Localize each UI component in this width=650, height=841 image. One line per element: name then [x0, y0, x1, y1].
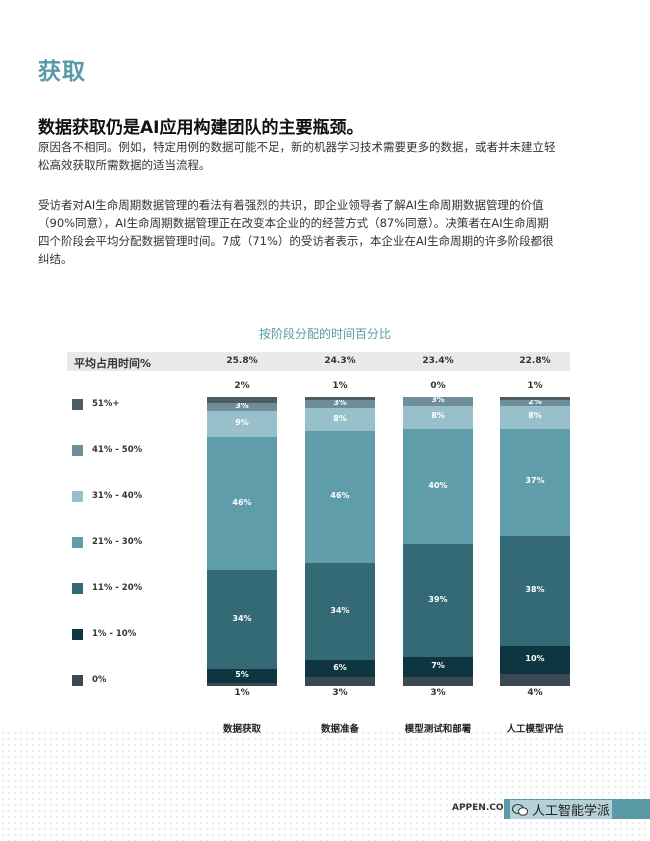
bar-value-label: 2% — [234, 381, 250, 391]
bar-segment — [305, 397, 375, 400]
bar-value-label: 1% — [332, 381, 348, 391]
legend-label: 51%+ — [92, 399, 120, 409]
bar-segment — [500, 405, 570, 429]
bar-value-label: 46% — [330, 491, 350, 501]
section-title: 获取 — [38, 59, 86, 85]
bar-segment — [403, 677, 473, 686]
bar-segment — [500, 535, 570, 646]
bar-value-label: 34% — [232, 613, 252, 623]
legend-swatch — [72, 491, 83, 502]
category-label: 人工模型评估 — [485, 721, 585, 735]
footer-url[interactable]: APPEN.COM — [452, 803, 513, 813]
bar-segment — [500, 674, 570, 686]
bar-value-label: 3% — [333, 398, 347, 408]
bar-value-label: 0% — [430, 381, 446, 391]
bar-segment — [207, 668, 277, 684]
legend-swatch — [72, 675, 83, 686]
bar-value-label: 9% — [235, 418, 249, 428]
bar-segment — [500, 397, 570, 400]
legend-label: 0% — [92, 675, 107, 685]
legend-swatch — [72, 583, 83, 594]
bar-value-label: 3% — [430, 688, 446, 698]
legend-swatch — [72, 629, 83, 640]
bar-value-label: 8% — [333, 413, 347, 423]
bar-value-label: 3% — [235, 401, 249, 411]
legend-label: 11% - 20% — [92, 583, 143, 593]
bar-value-label: 1% — [527, 381, 543, 391]
bar-segment — [305, 677, 375, 686]
legend-swatch — [72, 445, 83, 456]
bar-value-label: 2% — [528, 396, 542, 406]
wechat-icon — [512, 804, 528, 816]
bar-value-label: 3% — [332, 688, 348, 698]
category-total: 25.8% — [226, 356, 258, 366]
bar-segment — [207, 411, 277, 438]
bar-segment — [403, 397, 473, 406]
bar-segment — [207, 570, 277, 669]
bar-value-label: 39% — [428, 594, 448, 604]
category-label: 数据获取 — [192, 721, 292, 735]
bar-value-label: 6% — [333, 662, 347, 672]
wechat-watermark: 人工智能学派 — [510, 800, 613, 819]
legend-swatch — [72, 537, 83, 548]
bar-value-label: 4% — [527, 688, 543, 698]
category-total: 24.3% — [324, 356, 356, 366]
bar-segment — [500, 399, 570, 406]
bar-segment — [403, 544, 473, 658]
bar-segment — [500, 645, 570, 675]
paragraph-1: 原因各不相同。例如，特定用例的数据可能不足，新的机器学习技术需要更多的数据，或者… — [38, 140, 556, 172]
bar-value-label: 34% — [330, 605, 350, 615]
category-label: 模型测试和部署 — [388, 721, 488, 735]
legend-label: 31% - 40% — [92, 491, 143, 501]
bar-segment — [500, 428, 570, 536]
wechat-name: 人工智能学派 — [532, 804, 611, 819]
chart-title: 按阶段分配的时间百分比 — [258, 327, 391, 341]
dotted-pattern — [0, 730, 650, 841]
bar-segment — [305, 408, 375, 432]
bar-value-label: 10% — [525, 653, 545, 663]
legend-label: 21% - 30% — [92, 537, 143, 547]
bar-segment — [403, 428, 473, 545]
chart-header-band — [67, 352, 570, 371]
bar-value-label: 8% — [431, 411, 445, 421]
category-total: 22.8% — [519, 356, 551, 366]
bar-segment — [207, 402, 277, 412]
legend-swatch — [72, 399, 83, 410]
paragraph-2: 受访者对AI生命周期数据管理的看法有着强烈的共识，即企业领导者了解AI生命周期数… — [38, 198, 554, 266]
bar-value-label: 3% — [431, 395, 445, 405]
legend-label: 1% - 10% — [92, 629, 137, 639]
bar-value-label: 38% — [525, 584, 545, 594]
category-label: 数据准备 — [290, 721, 390, 735]
bar-segment — [305, 562, 375, 661]
bar-segment — [403, 657, 473, 678]
bar-value-label: 1% — [234, 688, 250, 698]
bar-value-label: 5% — [235, 669, 249, 679]
bar-segment — [305, 399, 375, 409]
bar-segment — [305, 660, 375, 678]
headline: 数据获取仍是AI应用构建团队的主要瓶颈。 — [38, 118, 364, 138]
bar-value-label: 46% — [232, 497, 252, 507]
bar-value-label: 8% — [528, 411, 542, 421]
bar-value-label: 7% — [431, 661, 445, 671]
row-header-label: 平均占用时间% — [74, 357, 152, 370]
category-total: 23.4% — [422, 356, 454, 366]
bar-segment — [207, 437, 277, 571]
bar-value-label: 37% — [525, 476, 545, 486]
bar-segment — [403, 405, 473, 429]
bar-segment — [207, 397, 277, 403]
bar-segment — [207, 683, 277, 686]
bar-segment — [305, 431, 375, 563]
bar-value-label: 40% — [428, 480, 448, 490]
legend-label: 41% - 50% — [92, 445, 143, 455]
